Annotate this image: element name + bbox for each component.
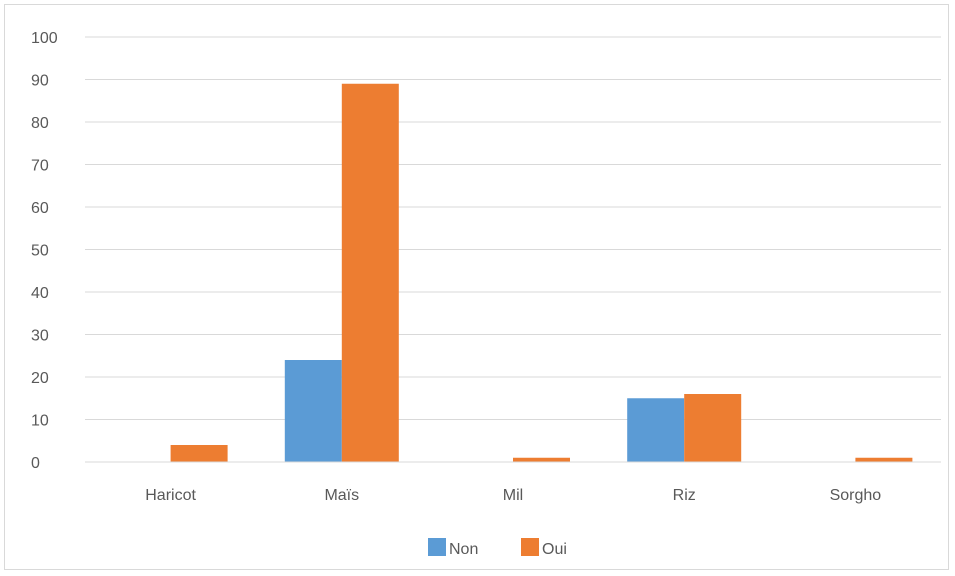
y-tick-label: 10 — [31, 413, 49, 430]
y-axis-tick-labels: 0 10 20 30 40 50 60 70 80 90 100 — [31, 30, 58, 472]
y-tick-label: 50 — [31, 243, 49, 260]
legend-swatch-non — [428, 538, 446, 556]
bar-oui-0 — [170, 445, 228, 462]
bars — [170, 83, 913, 462]
x-tick-label: Sorgho — [830, 487, 882, 504]
legend-swatch-oui — [521, 538, 539, 556]
grid — [85, 36, 941, 420]
y-tick-label: 70 — [31, 158, 49, 175]
y-tick-label: 90 — [31, 73, 49, 90]
bar-non-3 — [627, 398, 685, 462]
bar-oui-4 — [855, 457, 913, 462]
chart-frame — [4, 4, 949, 570]
legend-label-non: Non — [449, 541, 478, 558]
x-tick-label: Mil — [503, 487, 523, 504]
y-tick-label: 40 — [31, 285, 49, 302]
y-tick-label: 30 — [31, 328, 49, 345]
legend-label-oui: Oui — [542, 541, 567, 558]
bar-oui-3 — [684, 394, 742, 462]
legend: Non Oui — [428, 538, 567, 558]
bar-oui-1 — [341, 83, 399, 462]
bar-oui-2 — [513, 457, 570, 462]
y-tick-label: 80 — [31, 115, 49, 132]
x-tick-label: Haricot — [145, 487, 196, 504]
x-axis-tick-labels: Haricot Maïs Mil Riz Sorgho — [145, 487, 881, 504]
y-tick-label: 20 — [31, 370, 49, 387]
bar-non-1 — [284, 360, 342, 462]
y-tick-label: 0 — [31, 455, 40, 472]
x-tick-label: Riz — [673, 487, 696, 504]
y-tick-label: 100 — [31, 30, 58, 47]
y-tick-label: 60 — [31, 200, 49, 217]
x-tick-label: Maïs — [324, 487, 359, 504]
